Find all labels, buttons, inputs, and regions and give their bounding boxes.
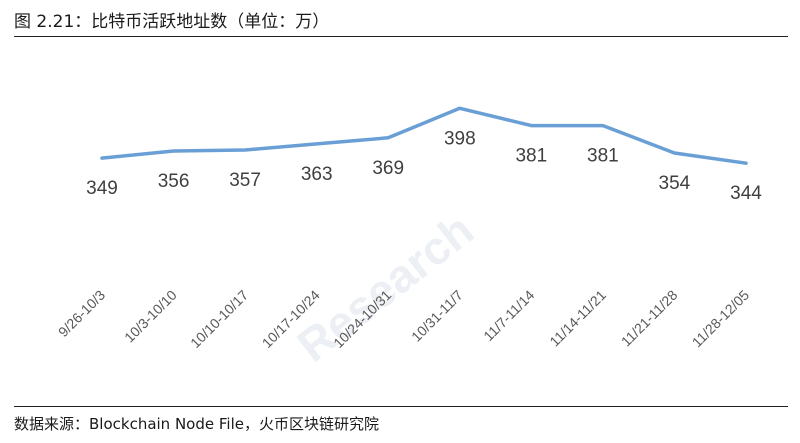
title-rule [14, 36, 788, 37]
x-tick-label: 11/7-11/14 [480, 287, 537, 344]
data-label: 344 [730, 183, 762, 204]
x-tick-label: 10/3-10/10 [121, 287, 180, 346]
source-note: 数据来源：Blockchain Node File，火币区块链研究院 [14, 415, 379, 433]
x-tick-label: 10/10-10/17 [187, 287, 251, 351]
data-label: 354 [659, 173, 691, 194]
series-line [100, 106, 748, 165]
data-label: 349 [86, 178, 118, 199]
data-label: 356 [158, 171, 190, 192]
x-tick-label: 11/21-11/28 [618, 287, 681, 350]
data-label: 357 [229, 170, 261, 191]
data-label: 369 [372, 158, 404, 179]
x-tick-label: 11/28-12/05 [689, 287, 753, 351]
data-label: 381 [515, 146, 547, 167]
source-rule [14, 406, 788, 407]
x-tick-label: 9/26-10/3 [55, 287, 108, 340]
data-label: 381 [587, 146, 619, 167]
data-label: 363 [301, 164, 333, 185]
figure-title: 图 2.21：比特币活跃地址数（单位：万） [14, 12, 330, 32]
x-tick-label: 11/14-11/21 [546, 287, 609, 350]
data-label: 398 [444, 128, 476, 149]
